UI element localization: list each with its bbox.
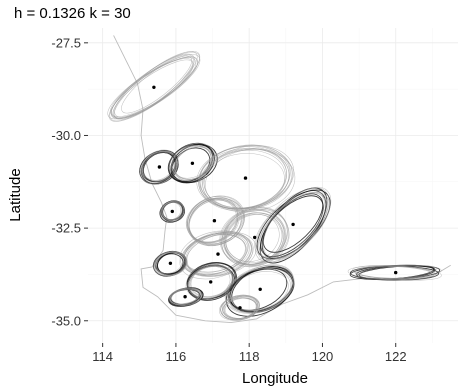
contour-ellipse xyxy=(160,201,183,221)
contour-bundle xyxy=(159,200,186,223)
contour-ellipse xyxy=(183,234,247,275)
contour-ellipse xyxy=(141,151,177,181)
contour-bundle xyxy=(219,294,260,321)
center-point xyxy=(216,252,220,256)
x-tick-label: 114 xyxy=(92,349,113,364)
y-tick-label: -30.0 xyxy=(51,128,81,143)
contour-bundle xyxy=(219,206,290,268)
contour-ellipse xyxy=(254,192,326,258)
contour-bundle xyxy=(347,264,442,281)
y-axis-title: Latitude xyxy=(7,168,24,221)
contour-ellipse xyxy=(219,209,286,266)
contour-ellipse xyxy=(170,145,212,181)
contour-bundle xyxy=(254,186,332,264)
contour-bundle xyxy=(107,51,201,122)
contour-ellipse xyxy=(263,187,330,259)
center-point xyxy=(243,176,248,180)
center-point xyxy=(168,261,173,265)
contour-bundle xyxy=(152,250,188,277)
contour-ellipse xyxy=(202,149,290,210)
center-point xyxy=(183,295,187,299)
contour-ellipse xyxy=(223,296,260,319)
y-tick-label: -27.5 xyxy=(51,35,81,50)
contour-ellipse xyxy=(223,209,290,266)
center-point xyxy=(212,219,217,223)
contour-ellipse xyxy=(354,265,431,279)
center-point xyxy=(258,287,262,291)
center-point xyxy=(170,209,174,214)
contour-ellipse xyxy=(171,287,201,304)
contour-ellipse xyxy=(169,287,202,305)
x-tick-label: 120 xyxy=(312,349,334,364)
contour-ellipse xyxy=(262,193,324,253)
x-tick-label: 118 xyxy=(239,349,260,364)
center-points xyxy=(152,85,398,310)
contour-ellipse xyxy=(222,206,288,265)
contour-ellipse xyxy=(113,54,194,120)
contour-ellipse xyxy=(352,265,442,281)
contour-ellipse xyxy=(220,209,285,265)
chart-title: h = 0.1326 k = 30 xyxy=(14,5,131,22)
contour-ellipse xyxy=(261,186,332,260)
x-tick-label: 116 xyxy=(166,349,187,364)
y-axis: -27.5 -30.0 -32.5 -35.0 xyxy=(51,35,88,328)
x-tick-label: 122 xyxy=(385,349,407,364)
coastline xyxy=(113,35,451,324)
center-point xyxy=(394,270,398,275)
center-point xyxy=(157,165,162,169)
center-point xyxy=(291,222,295,227)
contour-ellipse xyxy=(112,59,194,119)
y-tick-label: -32.5 xyxy=(51,221,81,236)
center-point xyxy=(152,85,156,90)
y-tick-label: -35.0 xyxy=(51,313,81,328)
contour-ellipse xyxy=(224,207,288,263)
contour-ellipse xyxy=(111,52,200,118)
contour-ellipse xyxy=(224,268,291,313)
center-point xyxy=(190,161,195,165)
contour-ellipse xyxy=(170,288,203,306)
contour-ellipse xyxy=(355,264,442,280)
contour-bundle xyxy=(179,230,257,280)
contour-ellipse xyxy=(220,297,258,321)
center-point xyxy=(238,306,242,310)
coastline-path xyxy=(113,35,451,324)
contour-ellipse xyxy=(114,51,198,118)
contour-bundle xyxy=(168,287,204,307)
contour-ellipse xyxy=(225,213,280,262)
center-point xyxy=(253,235,257,240)
contour-ellipse xyxy=(202,148,296,213)
contour-ellipse xyxy=(161,200,185,221)
x-axis-title: Longitude xyxy=(242,370,308,387)
center-point xyxy=(209,280,213,284)
contour-ellipse xyxy=(179,230,252,276)
contour-ellipse xyxy=(121,55,193,114)
contour-ellipse xyxy=(155,251,187,275)
contour-ellipse xyxy=(179,232,252,280)
x-axis: 114 116 118 120 122 xyxy=(92,343,407,364)
contour-ellipse xyxy=(254,189,325,263)
contour-layer xyxy=(107,51,442,321)
contour-ellipse xyxy=(196,146,287,209)
contour-ellipse xyxy=(190,264,234,297)
grid xyxy=(88,28,458,343)
